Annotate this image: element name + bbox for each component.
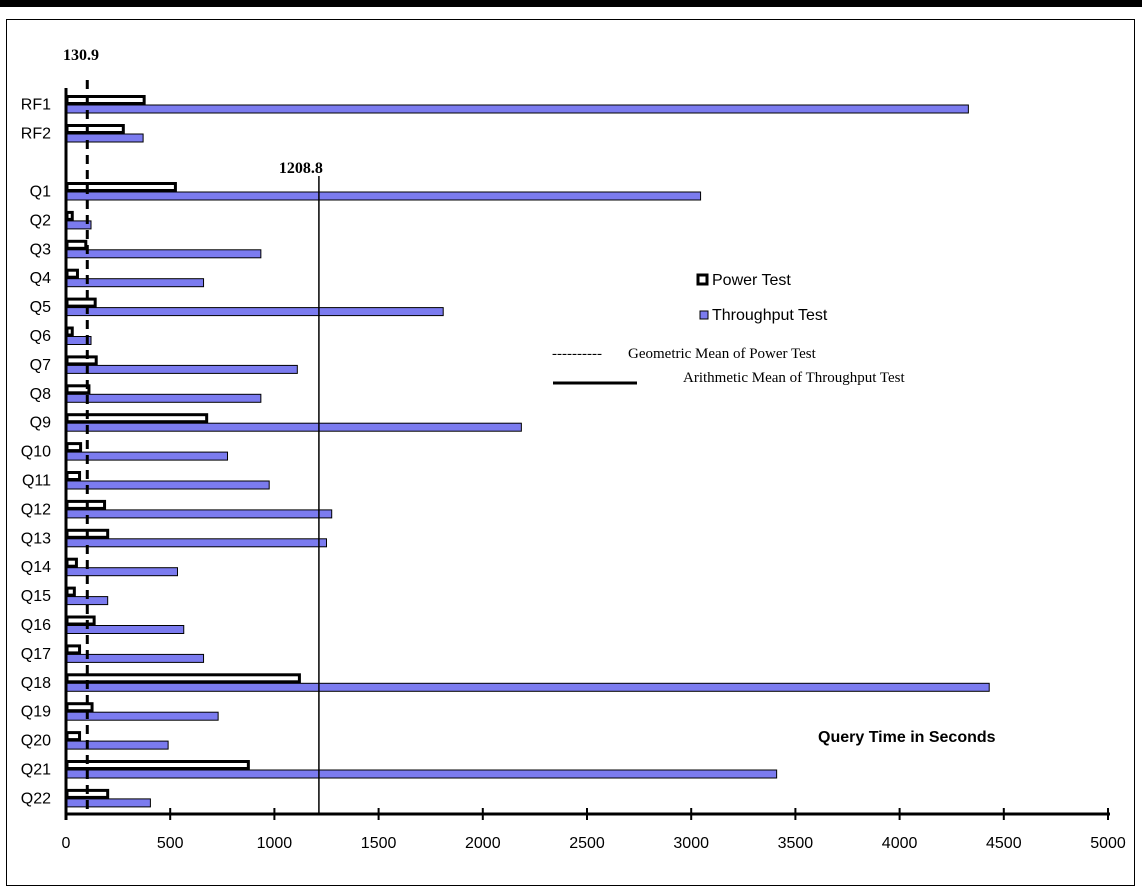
- power-bar-q17: [65, 644, 82, 655]
- power-bar-q12: [65, 499, 107, 510]
- x-tick-label-3000: 3000: [673, 835, 709, 852]
- category-label-q10: Q10: [21, 444, 51, 461]
- power-bar-q5: [65, 297, 97, 308]
- x-tick-label-4500: 4500: [986, 835, 1022, 852]
- category-label-q13: Q13: [21, 530, 51, 547]
- throughput-bar-q7: [65, 364, 298, 374]
- arithmetic-mean-label: 1208.8: [279, 160, 323, 177]
- x-tick-label-0: 0: [62, 835, 71, 852]
- throughput-bar-q16: [65, 625, 185, 634]
- throughput-bar-q3: [65, 249, 262, 259]
- category-label-q9: Q9: [30, 415, 51, 432]
- top-border-bar: [0, 0, 1142, 7]
- throughput-bar-q11: [65, 480, 270, 490]
- legend-arith-mean-label: Arithmetic Mean of Throughput Test: [683, 370, 906, 386]
- power-bar-rf2: [65, 124, 125, 134]
- category-label-q1: Q1: [30, 184, 51, 201]
- axis-layer: RF1 RF2 Q1 Q2 Q3 Q4 Q5 Q6 Q7 Q8 Q9 Q10 Q11 Q12 Q13 Q14 Q…: [21, 88, 1126, 852]
- power-bar-q1: [65, 182, 177, 192]
- category-label-q22: Q22: [21, 790, 51, 807]
- power-bar-q16: [65, 615, 96, 626]
- power-bar-q18: [65, 673, 301, 684]
- category-label-q15: Q15: [21, 588, 51, 605]
- category-label-q16: Q16: [21, 617, 51, 634]
- category-label-q18: Q18: [21, 675, 51, 692]
- legend-throughput-label: Throughput Test: [712, 307, 828, 324]
- geometric-mean-label: 130.9: [63, 47, 99, 64]
- power-bar-q21: [65, 760, 250, 770]
- throughput-bar-q21: [65, 769, 778, 779]
- x-tick-label-4000: 4000: [882, 835, 918, 852]
- category-label-rf1: RF1: [21, 97, 51, 114]
- category-label-q3: Q3: [30, 241, 51, 258]
- category-label-q17: Q17: [21, 646, 51, 663]
- throughput-bar-q9: [65, 422, 522, 432]
- category-label-q4: Q4: [30, 270, 51, 287]
- power-bar-q11: [65, 471, 82, 481]
- x-tick-label-1000: 1000: [257, 835, 293, 852]
- power-bar-q8: [65, 384, 91, 395]
- power-bar-q10: [65, 442, 83, 453]
- power-bar-q14: [65, 557, 78, 568]
- throughput-bar-q14: [65, 567, 178, 577]
- throughput-bar-q12: [65, 509, 333, 519]
- power-bar-q4: [65, 268, 79, 279]
- legend: Power Test Throughput Test ---------- Ge…: [552, 272, 906, 386]
- category-label-q2: Q2: [30, 212, 51, 229]
- category-label-q8: Q8: [30, 386, 51, 403]
- legend-power-swatch: [696, 273, 709, 286]
- category-label-q7: Q7: [30, 357, 51, 374]
- category-label-q14: Q14: [21, 559, 51, 576]
- throughput-bar-q13: [65, 538, 327, 548]
- x-tick-label-3500: 3500: [778, 835, 814, 852]
- throughput-bar-q20: [65, 740, 169, 750]
- category-label-q11: Q11: [22, 473, 51, 490]
- reference-lines-layer: 130.9 1208.8: [63, 47, 323, 814]
- power-bar-q19: [65, 702, 94, 713]
- throughput-bar-q18: [65, 682, 990, 692]
- throughput-bar-q10: [65, 451, 229, 461]
- category-label-q21: Q21: [21, 762, 51, 779]
- x-tick-label-2000: 2000: [465, 835, 501, 852]
- power-bar-rf1: [65, 95, 146, 105]
- category-label-q6: Q6: [30, 328, 51, 345]
- power-bar-q20: [65, 731, 82, 742]
- category-label-q12: Q12: [21, 501, 51, 518]
- throughput-bar-q5: [65, 307, 444, 317]
- x-tick-label-2500: 2500: [569, 835, 605, 852]
- category-label-q5: Q5: [30, 299, 51, 316]
- category-label-q20: Q20: [21, 733, 51, 750]
- throughput-bar-q19: [65, 711, 219, 721]
- power-bar-q15: [65, 586, 76, 597]
- legend-geo-dashes: ----------: [552, 346, 602, 362]
- throughput-bar-rf2: [65, 133, 144, 143]
- power-bar-q6: [65, 326, 74, 337]
- throughput-bar-q1: [65, 191, 702, 201]
- legend-geo-mean-label: Geometric Mean of Power Test: [628, 346, 817, 362]
- x-tick-label-1500: 1500: [361, 835, 397, 852]
- throughput-bar-rf1: [65, 104, 969, 114]
- bars-layer: [65, 95, 990, 808]
- power-bar-q2: [65, 210, 74, 221]
- legend-throughput-swatch: [699, 310, 709, 320]
- throughput-bar-q8: [65, 393, 262, 403]
- x-tick-label-5000: 5000: [1090, 835, 1126, 852]
- category-label-rf2: RF2: [21, 126, 51, 143]
- throughput-bar-q22: [65, 798, 151, 808]
- legend-power-label: Power Test: [712, 272, 791, 289]
- x-tick-label-500: 500: [157, 835, 184, 852]
- power-bar-q3: [65, 239, 88, 250]
- x-axis-title: Query Time in Seconds: [818, 729, 996, 746]
- power-bar-q7: [65, 355, 98, 366]
- category-label-q19: Q19: [21, 704, 51, 721]
